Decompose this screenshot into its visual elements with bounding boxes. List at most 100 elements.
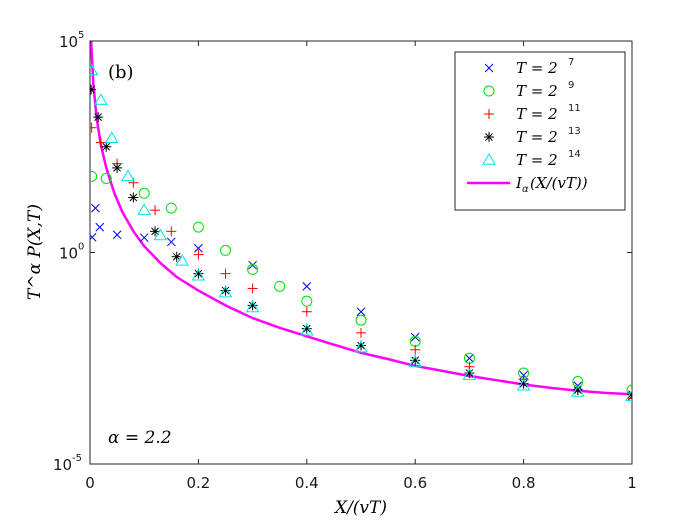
data-point bbox=[247, 263, 259, 275]
data-point bbox=[153, 228, 168, 241]
data-point bbox=[100, 172, 112, 184]
data-point bbox=[410, 332, 420, 342]
data-point bbox=[301, 306, 312, 317]
data-point bbox=[192, 221, 204, 233]
data-point bbox=[93, 93, 108, 105]
data-point bbox=[248, 260, 257, 270]
data-point bbox=[90, 84, 97, 95]
x-tick-label: 0.8 bbox=[512, 474, 536, 492]
series-7 bbox=[90, 203, 632, 401]
legend: T = 2 7 T = 2 9 T = 2 11 T = 2 13 T = 2 14 I α (X/(v… bbox=[454, 51, 626, 211]
legend-curve-args: (X/(vT)) bbox=[530, 174, 588, 192]
legend-exponent: 11 bbox=[568, 103, 581, 114]
legend-entry: T = 2 9 bbox=[483, 80, 574, 100]
data-point bbox=[355, 314, 367, 326]
data-point bbox=[166, 226, 177, 237]
x-axis-label: X/(vT) bbox=[333, 498, 387, 518]
data-point bbox=[171, 251, 182, 262]
data-point bbox=[625, 389, 632, 402]
data-point bbox=[112, 162, 123, 173]
data-point bbox=[302, 281, 312, 291]
data-points-layer bbox=[90, 63, 632, 404]
x-tick-label: 1 bbox=[627, 474, 637, 492]
data-point bbox=[274, 280, 286, 292]
x-tick-label: 0.2 bbox=[186, 474, 210, 492]
x-tick-label: 0 bbox=[85, 474, 95, 492]
data-point bbox=[165, 202, 177, 214]
data-point bbox=[90, 232, 97, 242]
legend-exponent: 9 bbox=[568, 80, 574, 91]
data-point bbox=[301, 323, 312, 334]
y-tick-label: 10 -5 bbox=[53, 453, 82, 474]
data-point bbox=[90, 122, 97, 133]
svg-text:T^α P(X,T): T^α P(X,T) bbox=[25, 204, 45, 300]
data-point bbox=[356, 327, 366, 338]
data-point bbox=[516, 378, 531, 391]
data-point bbox=[218, 285, 233, 298]
svg-text:-5: -5 bbox=[72, 453, 82, 464]
legend-label: T = 2 bbox=[516, 59, 558, 77]
data-point bbox=[90, 170, 98, 182]
legend-marker bbox=[483, 85, 495, 97]
legend-label: T = 2 bbox=[516, 151, 558, 169]
svg-text:X/(vT): X/(vT) bbox=[333, 498, 387, 518]
legend-entry: T = 2 11 bbox=[484, 103, 581, 123]
legend-entry: T = 2 7 bbox=[484, 57, 574, 77]
data-point bbox=[299, 323, 314, 336]
data-point bbox=[90, 63, 99, 76]
legend-entry: T = 2 13 bbox=[484, 126, 581, 146]
data-point bbox=[95, 222, 105, 232]
panel-label: (b) bbox=[108, 62, 134, 83]
data-point bbox=[101, 141, 112, 152]
legend-curve-subscript: α bbox=[522, 184, 529, 195]
data-point bbox=[465, 353, 474, 363]
legend-label: T = 2 bbox=[516, 128, 558, 146]
data-point bbox=[128, 192, 139, 203]
legend-exponent: 7 bbox=[568, 57, 574, 68]
data-point bbox=[112, 230, 122, 240]
svg-text:0: 0 bbox=[78, 242, 84, 253]
y-tick-label: 10 5 bbox=[59, 30, 84, 51]
y-tick-label: 10 0 bbox=[59, 242, 84, 263]
data-point bbox=[245, 300, 260, 313]
data-point bbox=[137, 203, 152, 215]
data-point bbox=[93, 112, 104, 123]
svg-text:10: 10 bbox=[59, 33, 78, 51]
legend-curve-label: I bbox=[515, 174, 523, 192]
svg-text:5: 5 bbox=[78, 30, 84, 41]
alpha-annotation: α = 2.2 bbox=[108, 428, 172, 448]
data-point bbox=[150, 205, 161, 216]
data-point bbox=[462, 368, 477, 380]
data-point bbox=[356, 307, 366, 317]
data-point bbox=[627, 389, 632, 400]
legend-marker bbox=[484, 109, 494, 119]
legend-exponent: 14 bbox=[568, 149, 581, 160]
data-point bbox=[220, 268, 231, 279]
svg-text:10: 10 bbox=[59, 245, 78, 263]
legend-marker bbox=[484, 132, 494, 142]
data-point bbox=[95, 137, 106, 148]
y-axis-label: T^α P(X,T) bbox=[25, 204, 45, 300]
legend-label: T = 2 bbox=[516, 82, 558, 100]
data-point bbox=[150, 226, 161, 237]
legend-label: T = 2 bbox=[516, 105, 558, 123]
data-point bbox=[138, 187, 150, 199]
data-point bbox=[175, 253, 190, 266]
series-14 bbox=[90, 63, 632, 402]
data-point bbox=[301, 295, 313, 307]
data-point bbox=[410, 344, 421, 355]
legend-entry: T = 2 14 bbox=[482, 149, 581, 169]
data-point bbox=[191, 268, 206, 281]
svg-text:10: 10 bbox=[53, 456, 72, 474]
data-point bbox=[247, 283, 258, 294]
data-point bbox=[121, 169, 135, 182]
data-point bbox=[354, 340, 368, 353]
data-point bbox=[627, 393, 632, 404]
data-point bbox=[194, 243, 203, 253]
data-point bbox=[220, 244, 231, 256]
legend-exponent: 13 bbox=[568, 126, 581, 137]
x-tick-label: 0.6 bbox=[403, 474, 427, 492]
data-point bbox=[626, 384, 632, 396]
